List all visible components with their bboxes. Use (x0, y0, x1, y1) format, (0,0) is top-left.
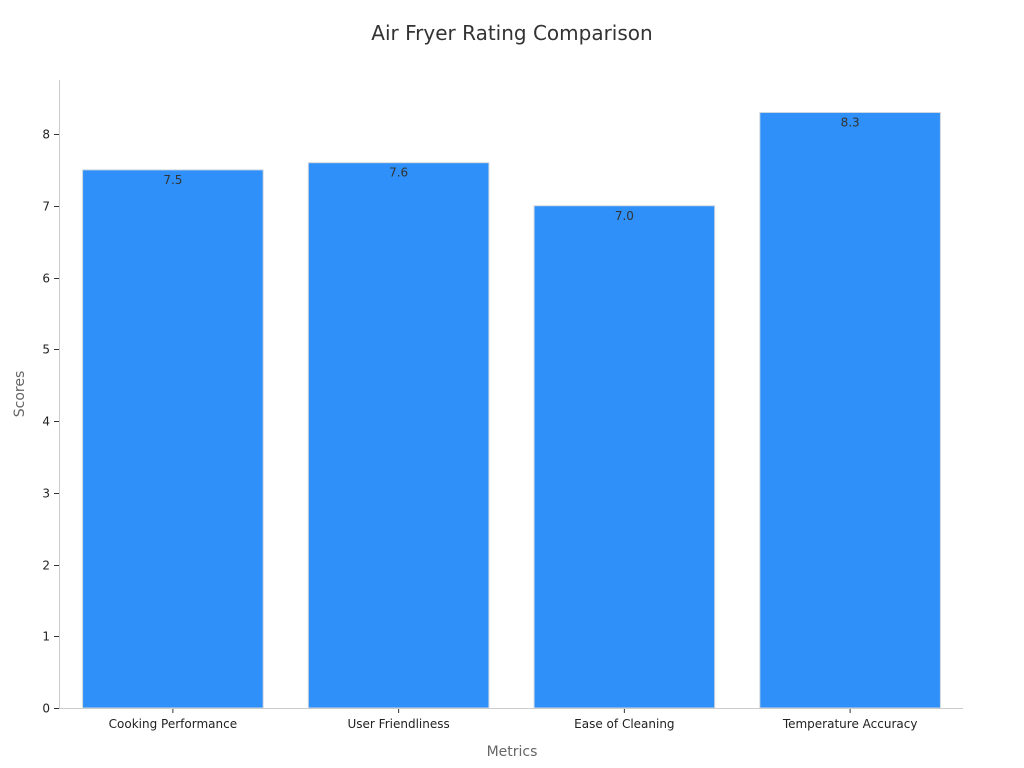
y-tick-label: 3 (42, 487, 50, 501)
y-tick-label: 8 (42, 128, 50, 142)
bar (82, 169, 264, 709)
y-tick-label: 1 (42, 630, 50, 644)
bar-value-label: 8.3 (841, 115, 860, 129)
x-tick-label: User Friendliness (348, 717, 450, 731)
bar (307, 162, 490, 709)
x-tick-label: Cooking Performance (109, 717, 237, 731)
bars: 7.5 7.6 7.0 8.3 (82, 111, 941, 709)
y-tick-label: 4 (42, 415, 50, 429)
bar-value-label: 7.5 (163, 173, 182, 187)
bar (759, 111, 941, 709)
x-axis-title: Metrics (487, 744, 538, 760)
x-tick-label: Temperature Accuracy (782, 717, 918, 731)
x-tick-label: Ease of Cleaning (574, 717, 674, 731)
y-tick-label: 5 (42, 343, 50, 357)
y-tick-label: 2 (42, 559, 50, 573)
bar-value-label: 7.0 (615, 209, 634, 223)
bar-value-label: 7.6 (389, 166, 408, 180)
bar (533, 205, 716, 709)
y-axis-ticks: 0 1 2 3 4 5 6 7 8 (42, 128, 59, 716)
y-axis-title: Scores (12, 371, 28, 418)
y-tick-label: 7 (42, 200, 50, 214)
y-tick-label: 0 (42, 702, 50, 716)
x-axis-ticks: Cooking Performance User Friendliness Ease… (109, 708, 918, 731)
chart-title: Air Fryer Rating Comparison (371, 21, 652, 45)
y-tick-label: 6 (42, 272, 50, 286)
